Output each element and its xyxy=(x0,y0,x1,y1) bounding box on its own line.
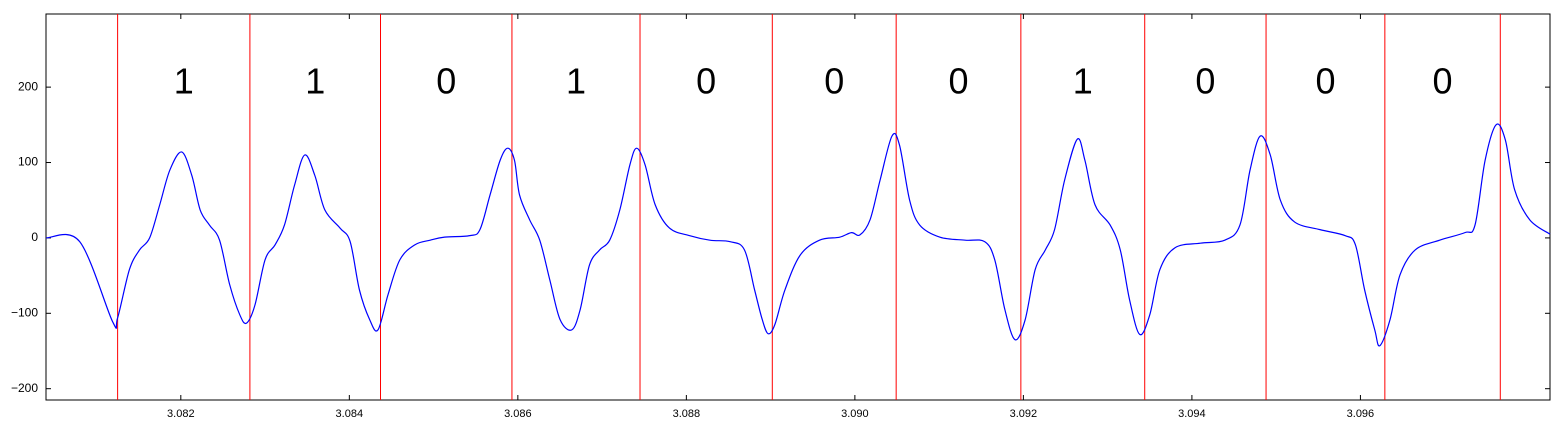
x-tick-label: 3.092 xyxy=(1010,408,1038,420)
bit-label: 0 xyxy=(436,61,456,102)
signal-line xyxy=(45,123,1551,347)
y-tick-label: −200 xyxy=(11,381,38,395)
y-tick-label: 200 xyxy=(18,79,38,93)
x-tick-label: 3.094 xyxy=(1178,408,1206,420)
y-tick-label: 100 xyxy=(18,155,38,169)
x-tick-label: 3.086 xyxy=(504,408,532,420)
x-tick-label: 3.088 xyxy=(673,408,701,420)
bit-label: 0 xyxy=(1433,61,1453,102)
y-tick-label: −100 xyxy=(11,305,38,319)
bit-label: 0 xyxy=(1195,61,1215,102)
y-tick-label: 0 xyxy=(31,230,38,244)
x-tick-label: 3.096 xyxy=(1347,408,1375,420)
x-tick-label: 3.084 xyxy=(336,408,364,420)
bit-label: 1 xyxy=(1073,61,1093,102)
plot-frame xyxy=(45,13,1551,401)
x-tick-label: 3.082 xyxy=(167,408,195,420)
bit-label: 1 xyxy=(174,61,194,102)
bit-label: 0 xyxy=(1315,61,1335,102)
bit-label: 0 xyxy=(948,61,968,102)
x-tick-label: 3.090 xyxy=(841,408,869,420)
bit-label: 1 xyxy=(566,61,586,102)
bit-label: 0 xyxy=(696,61,716,102)
bit-label: 1 xyxy=(305,61,325,102)
bit-label: 0 xyxy=(824,61,844,102)
